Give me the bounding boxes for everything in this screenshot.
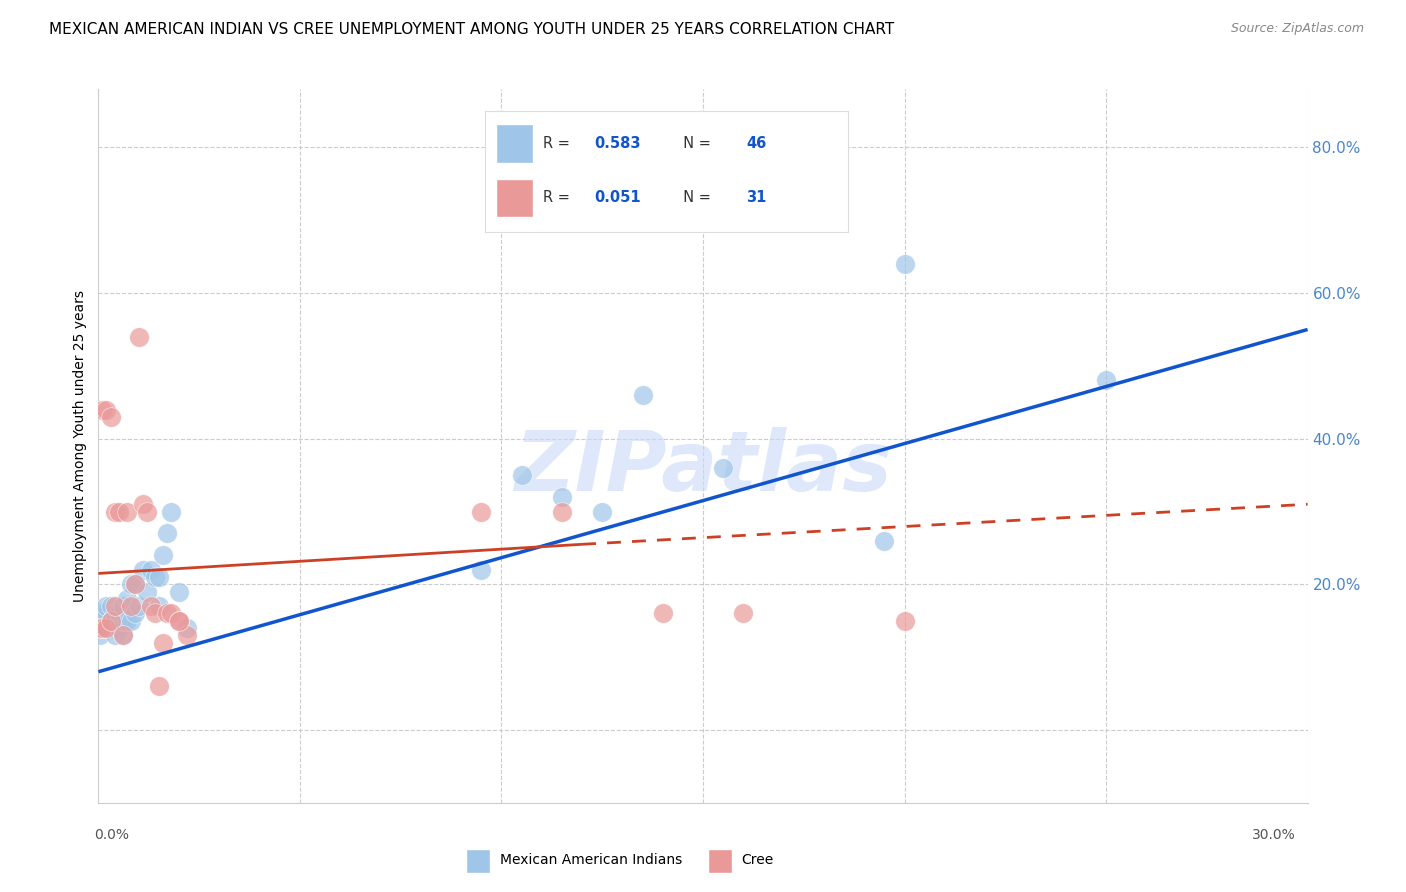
Point <box>176 628 198 642</box>
Point <box>148 679 170 693</box>
Point <box>156 607 179 621</box>
Point <box>111 628 134 642</box>
Point <box>152 635 174 649</box>
Point <box>139 563 162 577</box>
Point <box>103 628 125 642</box>
Point <box>115 614 138 628</box>
Point <box>176 621 198 635</box>
Point <box>148 570 170 584</box>
Point <box>103 614 125 628</box>
Point <box>100 614 122 628</box>
Point <box>91 614 114 628</box>
Point <box>107 607 129 621</box>
Point <box>167 614 190 628</box>
Point <box>111 614 134 628</box>
Point <box>733 607 755 621</box>
Point <box>551 504 574 518</box>
Text: Source: ZipAtlas.com: Source: ZipAtlas.com <box>1230 22 1364 36</box>
Point <box>120 614 142 628</box>
Point <box>91 621 114 635</box>
Point <box>124 577 146 591</box>
Point <box>120 577 142 591</box>
Point <box>551 490 574 504</box>
Point <box>152 548 174 562</box>
Point <box>107 504 129 518</box>
Point <box>89 621 111 635</box>
Point <box>107 621 129 635</box>
Point <box>135 584 157 599</box>
Point <box>160 504 183 518</box>
Point <box>96 599 118 614</box>
Point <box>156 526 179 541</box>
Point <box>100 614 122 628</box>
Point <box>96 621 118 635</box>
Point <box>711 460 734 475</box>
Point <box>103 607 125 621</box>
Point <box>107 614 129 628</box>
Point <box>124 577 146 591</box>
Point <box>167 584 190 599</box>
Point <box>139 599 162 614</box>
Point <box>96 607 118 621</box>
Point <box>111 628 134 642</box>
Point <box>132 497 155 511</box>
Point <box>124 607 146 621</box>
Text: 0.0%: 0.0% <box>94 829 129 842</box>
Text: MEXICAN AMERICAN INDIAN VS CREE UNEMPLOYMENT AMONG YOUTH UNDER 25 YEARS CORRELAT: MEXICAN AMERICAN INDIAN VS CREE UNEMPLOY… <box>49 22 894 37</box>
Point <box>143 607 166 621</box>
Point <box>143 570 166 584</box>
Point <box>470 563 492 577</box>
Point <box>96 621 118 635</box>
Point <box>103 599 125 614</box>
Point <box>873 533 896 548</box>
Point <box>115 504 138 518</box>
Point <box>1095 374 1118 388</box>
Point <box>160 607 183 621</box>
Text: ZIPatlas: ZIPatlas <box>515 427 891 508</box>
Y-axis label: Unemployment Among Youth under 25 years: Unemployment Among Youth under 25 years <box>73 290 87 602</box>
Point <box>100 409 122 424</box>
Point <box>128 599 150 614</box>
Point <box>893 257 915 271</box>
Point <box>128 330 150 344</box>
Point <box>651 607 673 621</box>
Point <box>91 607 114 621</box>
Point <box>132 563 155 577</box>
Point <box>115 591 138 606</box>
Point <box>893 614 915 628</box>
Point <box>100 621 122 635</box>
Point <box>96 402 118 417</box>
Point <box>120 599 142 614</box>
Point <box>148 599 170 614</box>
Point <box>470 504 492 518</box>
Point <box>111 599 134 614</box>
Point <box>91 621 114 635</box>
Point <box>510 468 533 483</box>
Point <box>103 504 125 518</box>
Point <box>135 504 157 518</box>
Point <box>591 504 613 518</box>
Point <box>89 628 111 642</box>
Point <box>631 388 654 402</box>
Point <box>91 402 114 417</box>
Point <box>167 614 190 628</box>
Text: 30.0%: 30.0% <box>1251 829 1295 842</box>
Point <box>100 599 122 614</box>
